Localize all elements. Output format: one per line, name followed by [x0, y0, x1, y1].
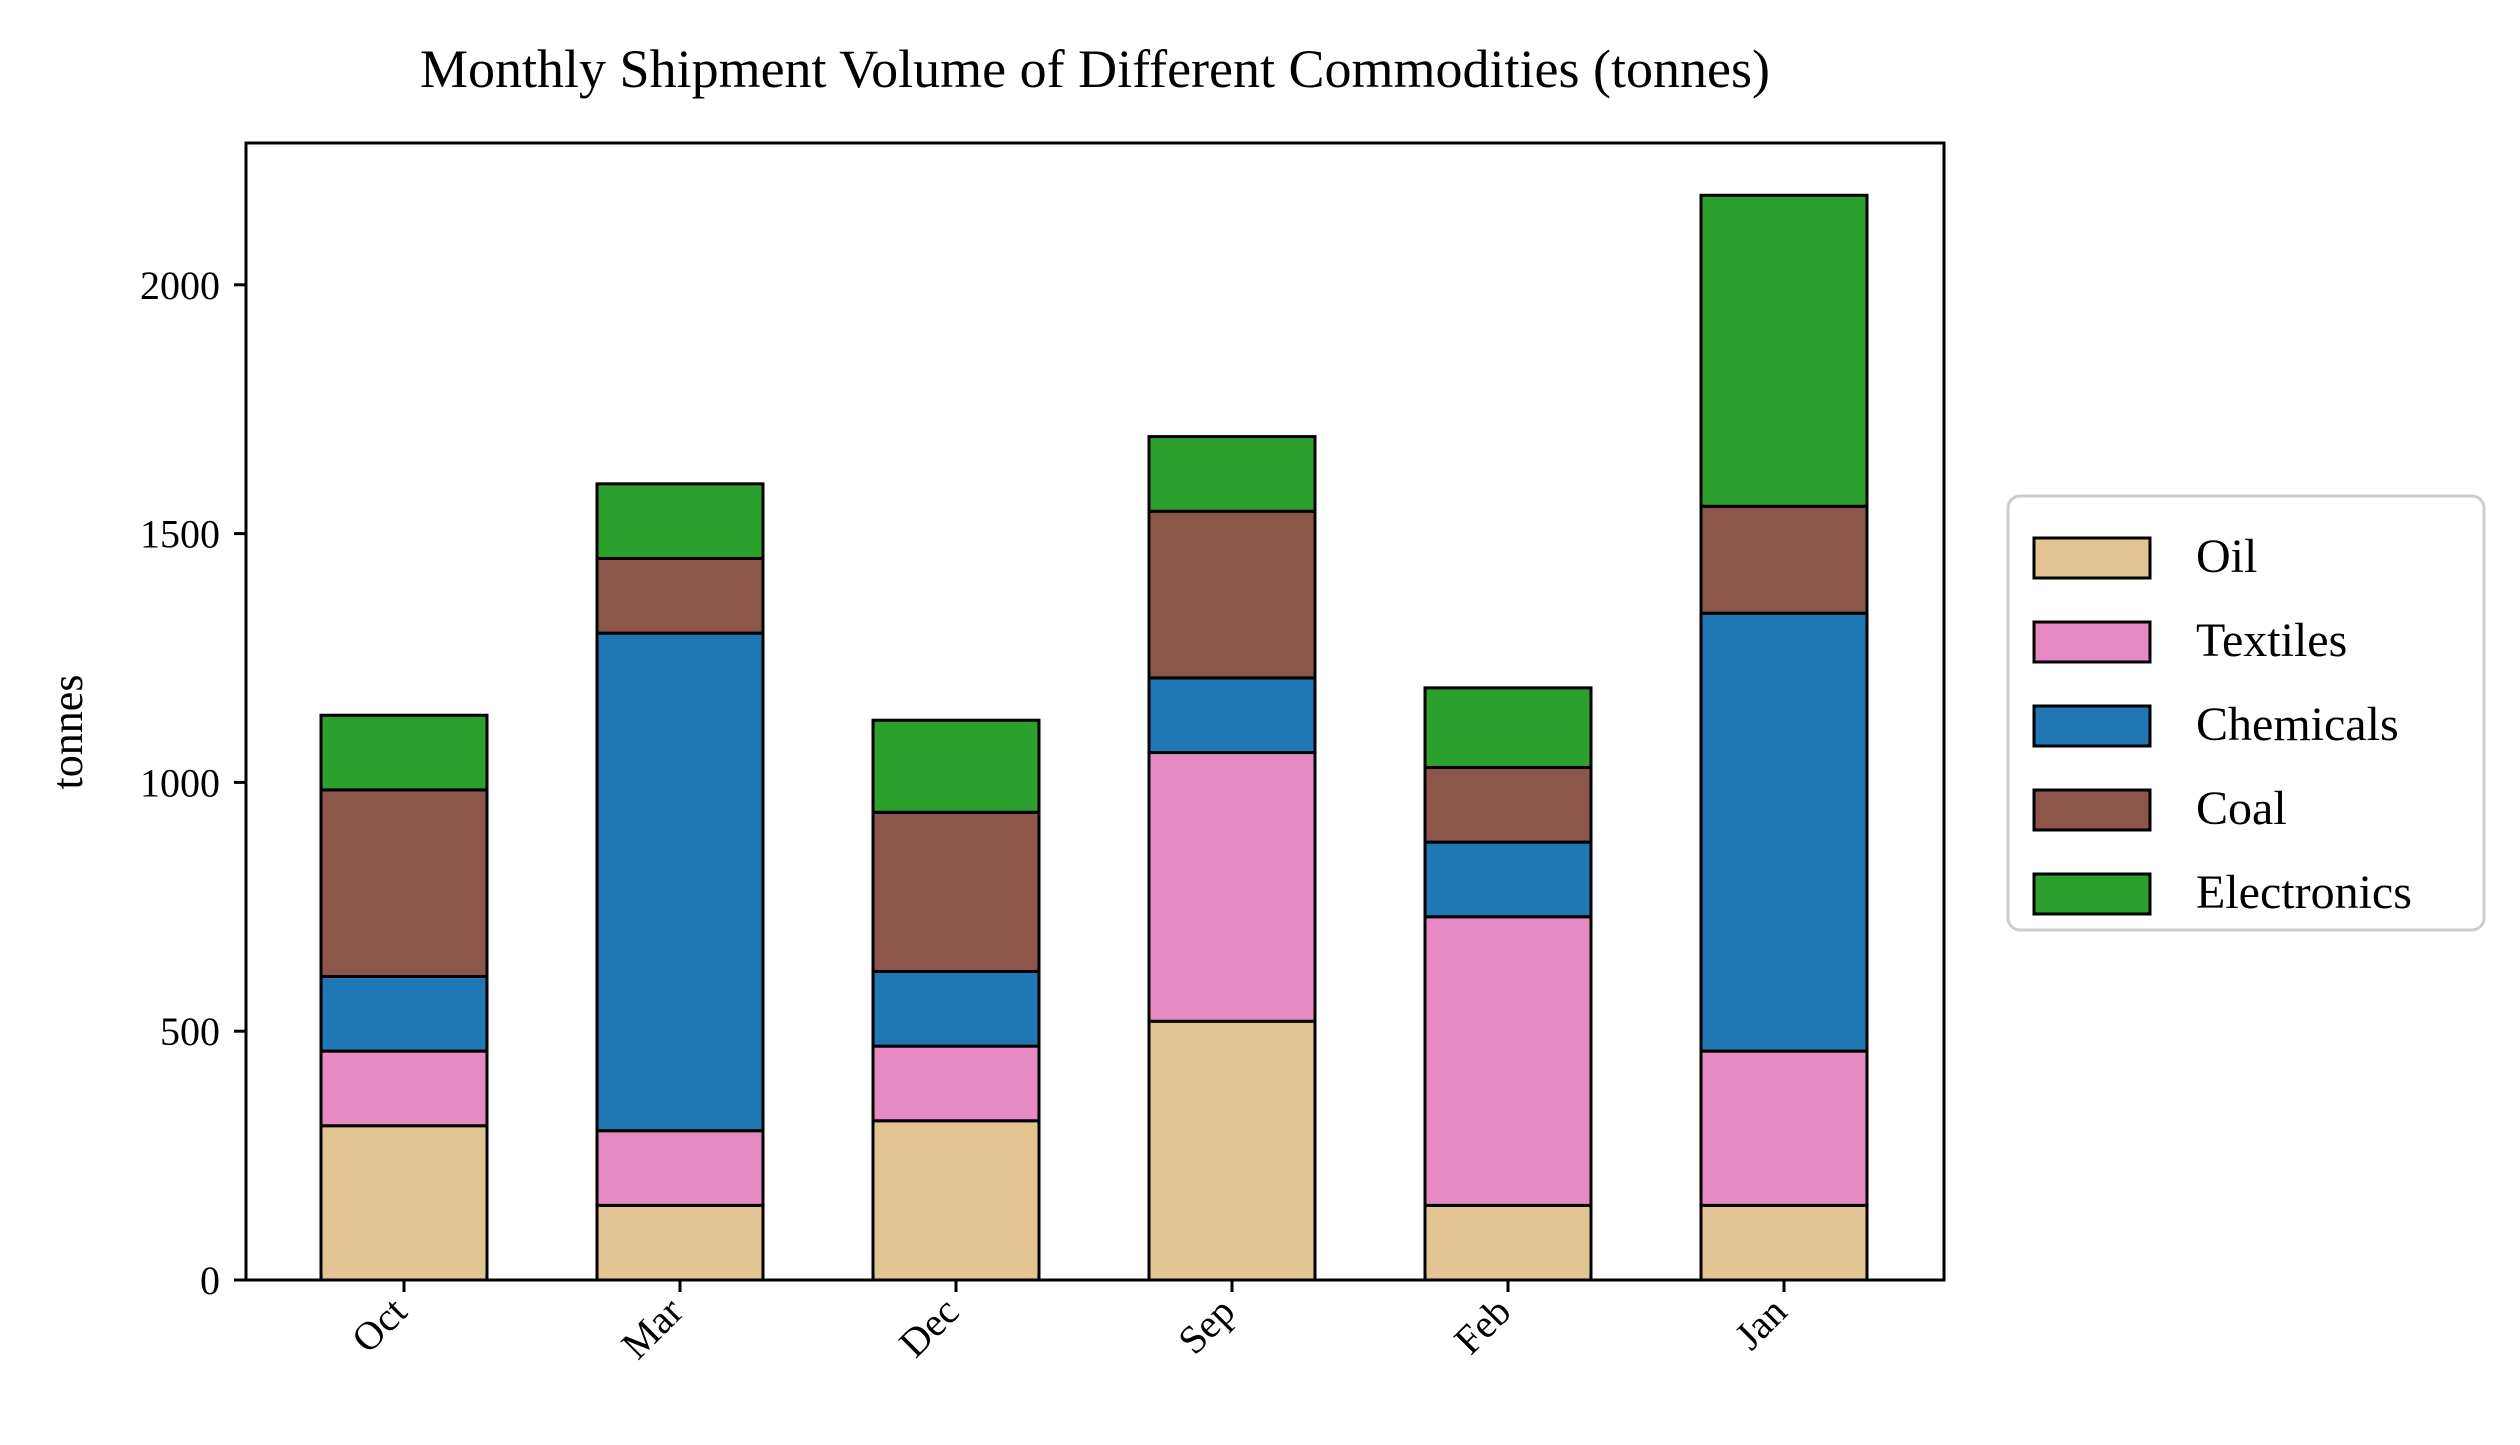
y-tick-label: 2000 — [140, 263, 220, 308]
bar-chemicals-dec — [871, 969, 1041, 1048]
chart-title: Monthly Shipment Volume of Different Com… — [420, 39, 1770, 99]
bar-chemicals-feb — [1423, 840, 1593, 919]
legend-swatch-chemicals — [2032, 704, 2152, 748]
bar-chemicals-mar — [595, 631, 765, 1133]
bar-coal-feb — [1423, 765, 1593, 844]
bar-oil-jan — [1699, 1203, 1869, 1282]
legend-swatch-oil — [2032, 536, 2152, 580]
bar-electronics-mar — [595, 482, 765, 560]
bar-coal-mar — [595, 556, 765, 635]
bar-oil-dec — [871, 1119, 1041, 1282]
bars-layer — [319, 193, 1869, 1282]
y-tick-label: 500 — [160, 1009, 220, 1054]
x-tick-label: Oct — [343, 1289, 416, 1362]
bar-electronics-feb — [1423, 686, 1593, 769]
legend-label-textiles: Textiles — [2196, 614, 2347, 667]
legend: Oil Textiles Chemicals Coal Electronics — [2006, 494, 2486, 932]
bar-coal-oct — [319, 788, 489, 978]
legend-swatch-coal — [2032, 788, 2152, 832]
bar-electronics-dec — [871, 718, 1041, 814]
x-tick-label: Mar — [612, 1289, 691, 1368]
legend-label-chemicals: Chemicals — [2196, 698, 2399, 751]
legend-swatch-electronics — [2032, 872, 2152, 916]
x-tick-label: Dec — [890, 1289, 967, 1366]
bar-electronics-oct — [319, 713, 489, 792]
x-tick-label: Jan — [1726, 1289, 1796, 1359]
bar-oil-oct — [319, 1124, 489, 1282]
legend-label-coal: Coal — [2196, 782, 2287, 835]
bar-coal-sep — [1147, 509, 1317, 680]
plot-frame — [244, 141, 1946, 1282]
x-tick-label: Feb — [1445, 1289, 1519, 1363]
bar-textiles-mar — [595, 1129, 765, 1207]
bar-oil-sep — [1147, 1019, 1317, 1282]
bar-oil-mar — [595, 1203, 765, 1282]
bar-textiles-oct — [319, 1049, 489, 1128]
bar-coal-dec — [871, 810, 1041, 973]
bar-oil-feb — [1423, 1203, 1593, 1282]
y-tick-label: 0 — [200, 1258, 220, 1303]
bar-electronics-jan — [1699, 193, 1869, 508]
legend-swatch-textiles — [2032, 620, 2152, 664]
y-tick-label: 1000 — [140, 760, 220, 805]
bar-textiles-dec — [871, 1044, 1041, 1123]
bar-textiles-jan — [1699, 1049, 1869, 1207]
bar-chemicals-oct — [319, 974, 489, 1053]
bar-chemicals-jan — [1699, 611, 1869, 1053]
legend-label-oil: Oil — [2196, 530, 2257, 583]
legend-label-electronics: Electronics — [2196, 866, 2412, 919]
y-axis-label: tonnes — [43, 675, 92, 790]
bar-textiles-feb — [1423, 915, 1593, 1207]
bar-textiles-sep — [1147, 751, 1317, 1023]
y-tick-label: 1500 — [140, 512, 220, 557]
bar-chemicals-sep — [1147, 676, 1317, 755]
bar-coal-jan — [1699, 504, 1869, 615]
x-tick-label: Sep — [1169, 1289, 1243, 1363]
bar-electronics-sep — [1147, 435, 1317, 513]
